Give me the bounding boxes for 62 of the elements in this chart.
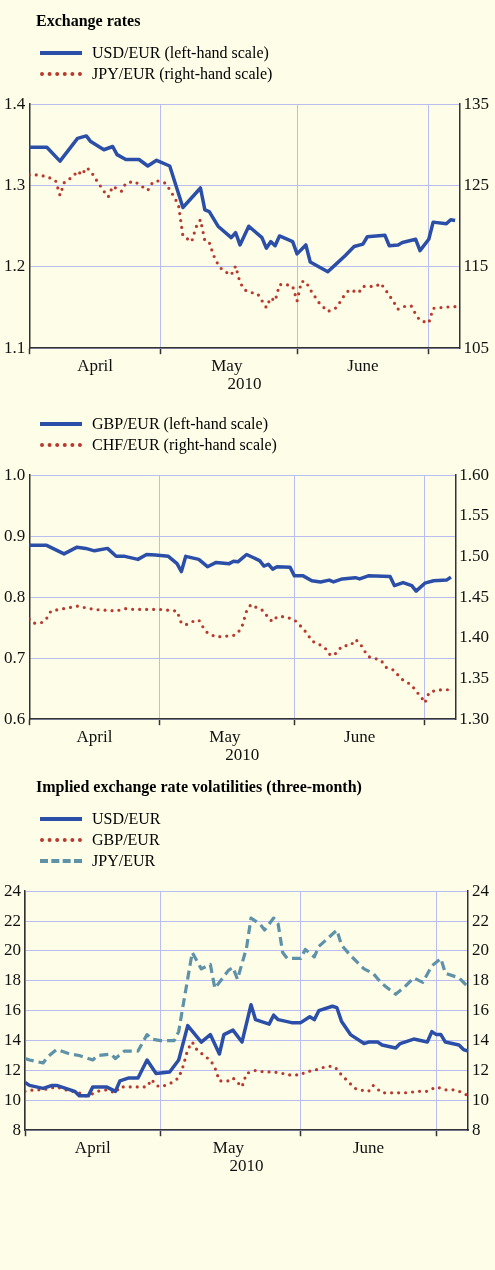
y-tick-label: 1.4	[4, 93, 26, 113]
x-tick-label: April	[74, 1137, 112, 1157]
y2-tick-label: 24	[472, 880, 490, 900]
y2-tick-label: 1.45	[459, 586, 489, 606]
x-tick-label: June	[344, 726, 376, 746]
y2-tick-label: 20	[472, 940, 489, 960]
x-tick-label: April	[76, 726, 113, 746]
y2-tick-label: 22	[472, 910, 489, 930]
y-tick-label: 1.1	[4, 337, 26, 357]
y2-tick-label: 1.30	[459, 708, 489, 728]
y2-tick-label: 14	[472, 1030, 490, 1050]
legend-label: USD/EUR (left-hand scale)	[92, 43, 269, 62]
y2-tick-label: 125	[463, 175, 489, 194]
y2-tick-label: 18	[472, 970, 489, 990]
legend-label: JPY/EUR (right-hand scale)	[92, 64, 273, 83]
y-tick-label: 1.3	[4, 175, 26, 194]
x-axis-title: 2010	[229, 1156, 264, 1176]
x-tick-label: April	[77, 355, 114, 375]
y2-tick-label: 1.35	[459, 668, 489, 687]
legend-label: GBP/EUR (left-hand scale)	[92, 414, 268, 433]
y-tick-label: 16	[4, 1000, 21, 1020]
y2-tick-label: 135	[463, 93, 489, 113]
y-tick-label: 8	[12, 1119, 21, 1139]
y2-tick-label: 1.40	[459, 627, 489, 647]
chart-title: Exchange rates	[35, 12, 142, 32]
y-tick-label: 1.0	[4, 464, 26, 484]
y-tick-label: 1.2	[4, 256, 26, 276]
y2-tick-label: 16	[472, 1000, 489, 1020]
y-tick-label: 10	[4, 1089, 21, 1109]
y-tick-label: 0.9	[4, 525, 26, 545]
legend-label: GBP/EUR	[92, 830, 160, 849]
y-tick-label: 20	[4, 940, 21, 960]
y2-tick-label: 1.55	[459, 505, 489, 525]
x-axis-title: 2010	[225, 745, 260, 765]
y-tick-label: 0.7	[4, 647, 26, 667]
x-tick-label: May	[212, 1137, 245, 1157]
y2-tick-label: 1.60	[459, 464, 489, 484]
y-tick-label: 14	[4, 1030, 22, 1050]
x-tick-label: June	[347, 355, 379, 375]
y-tick-label: 22	[4, 910, 21, 930]
chart-title: Implied exchange rate volatilities (three-month)	[35, 778, 363, 798]
line-series	[25, 916, 468, 1065]
legend-label: JPY/EUR	[92, 851, 156, 870]
y-tick-label: 24	[4, 880, 22, 900]
y2-tick-label: 1.50	[459, 546, 489, 565]
legend-label: CHF/EUR (right-hand scale)	[92, 435, 277, 454]
y2-tick-label: 8	[472, 1119, 481, 1139]
y-tick-label: 0.6	[4, 708, 26, 728]
y2-tick-label: 10	[472, 1089, 489, 1109]
y2-tick-label: 12	[472, 1059, 489, 1079]
line-series	[25, 1040, 468, 1098]
line-series	[29, 166, 457, 325]
y2-tick-label: 105	[463, 337, 489, 357]
x-tick-label: May	[211, 355, 243, 375]
legend-label: USD/EUR	[92, 809, 161, 828]
y-tick-label: 0.8	[4, 586, 26, 606]
x-tick-label: May	[209, 726, 241, 746]
y2-tick-label: 115	[463, 256, 489, 276]
x-axis-title: 2010	[227, 374, 262, 394]
y-tick-label: 18	[4, 970, 21, 990]
y-tick-label: 12	[4, 1059, 21, 1079]
x-tick-label: June	[352, 1137, 385, 1157]
